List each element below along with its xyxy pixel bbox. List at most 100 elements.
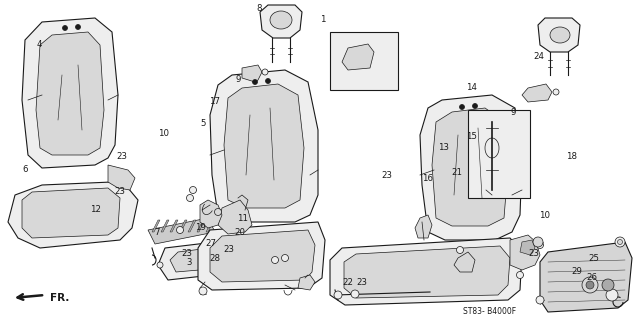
Text: 23: 23 <box>114 187 125 196</box>
Text: 23: 23 <box>116 152 128 161</box>
Polygon shape <box>218 200 252 234</box>
Text: 27: 27 <box>205 239 217 248</box>
Text: 24: 24 <box>533 52 544 60</box>
Text: 29: 29 <box>571 267 582 276</box>
Circle shape <box>351 290 359 298</box>
Text: 3: 3 <box>187 258 192 267</box>
Circle shape <box>533 237 543 247</box>
Polygon shape <box>260 5 302 38</box>
Circle shape <box>189 187 196 194</box>
Text: 6: 6 <box>23 165 28 174</box>
Circle shape <box>76 25 81 29</box>
Text: 23: 23 <box>182 249 193 258</box>
Text: 19: 19 <box>194 223 206 232</box>
Circle shape <box>586 281 594 289</box>
Polygon shape <box>432 108 508 226</box>
Polygon shape <box>170 238 296 272</box>
Text: 23: 23 <box>356 278 368 287</box>
Text: 21: 21 <box>451 168 463 177</box>
Text: 16: 16 <box>422 174 434 183</box>
Polygon shape <box>22 188 120 238</box>
Text: 10: 10 <box>539 211 551 220</box>
Text: 26: 26 <box>586 273 598 282</box>
Polygon shape <box>170 220 178 232</box>
Polygon shape <box>510 235 540 270</box>
Circle shape <box>62 26 67 30</box>
Text: 11: 11 <box>237 214 248 223</box>
FancyBboxPatch shape <box>330 32 398 90</box>
Text: 23: 23 <box>223 245 234 254</box>
Polygon shape <box>540 242 632 312</box>
Circle shape <box>606 289 618 301</box>
FancyBboxPatch shape <box>468 110 530 198</box>
Circle shape <box>602 279 614 291</box>
Text: 8: 8 <box>257 4 262 13</box>
Ellipse shape <box>550 27 570 43</box>
Text: 23: 23 <box>382 171 393 180</box>
Text: 9: 9 <box>236 75 241 84</box>
Polygon shape <box>8 182 138 248</box>
Text: 18: 18 <box>566 152 577 161</box>
Text: 12: 12 <box>90 205 101 214</box>
Text: 5: 5 <box>201 119 206 128</box>
Polygon shape <box>224 84 304 208</box>
Text: 7: 7 <box>155 228 160 237</box>
Polygon shape <box>152 220 160 232</box>
Text: 10: 10 <box>158 129 170 138</box>
Polygon shape <box>158 232 305 280</box>
Text: 14: 14 <box>465 83 477 92</box>
Polygon shape <box>342 44 374 70</box>
Polygon shape <box>210 70 318 222</box>
Circle shape <box>617 239 622 244</box>
Polygon shape <box>200 200 222 228</box>
Polygon shape <box>242 65 262 82</box>
Circle shape <box>553 89 559 95</box>
Circle shape <box>272 257 279 263</box>
Polygon shape <box>22 18 118 168</box>
Circle shape <box>472 103 478 108</box>
Polygon shape <box>520 240 535 255</box>
Text: 4: 4 <box>37 40 42 49</box>
Polygon shape <box>148 218 215 244</box>
Polygon shape <box>454 252 475 272</box>
Circle shape <box>537 242 544 249</box>
Text: 17: 17 <box>209 97 220 106</box>
Text: 23: 23 <box>528 249 539 258</box>
Circle shape <box>615 237 625 247</box>
Circle shape <box>253 79 258 84</box>
Polygon shape <box>108 165 135 190</box>
Text: 25: 25 <box>588 254 599 263</box>
Text: 20: 20 <box>234 228 246 237</box>
Circle shape <box>215 209 222 215</box>
Polygon shape <box>36 32 104 155</box>
Text: ST83- B4000F: ST83- B4000F <box>464 308 516 316</box>
Circle shape <box>265 78 271 84</box>
Circle shape <box>536 296 544 304</box>
Polygon shape <box>179 220 187 232</box>
Text: 28: 28 <box>209 254 220 263</box>
Circle shape <box>281 254 288 261</box>
Circle shape <box>334 291 342 299</box>
Polygon shape <box>538 18 580 52</box>
Circle shape <box>262 69 268 75</box>
Text: 1: 1 <box>320 15 325 24</box>
Polygon shape <box>198 222 325 290</box>
Polygon shape <box>197 220 205 232</box>
Polygon shape <box>206 220 214 232</box>
Polygon shape <box>210 230 315 282</box>
Text: 22: 22 <box>342 278 354 287</box>
Circle shape <box>187 195 194 202</box>
Circle shape <box>177 227 184 234</box>
Circle shape <box>460 105 464 109</box>
Polygon shape <box>161 220 169 232</box>
Polygon shape <box>188 220 196 232</box>
Text: 15: 15 <box>465 132 477 141</box>
Circle shape <box>457 246 464 253</box>
Circle shape <box>199 287 207 295</box>
Polygon shape <box>415 215 432 238</box>
Polygon shape <box>298 275 315 290</box>
Ellipse shape <box>270 11 292 29</box>
Circle shape <box>157 262 163 268</box>
Polygon shape <box>420 95 522 240</box>
Text: FR.: FR. <box>50 293 69 303</box>
